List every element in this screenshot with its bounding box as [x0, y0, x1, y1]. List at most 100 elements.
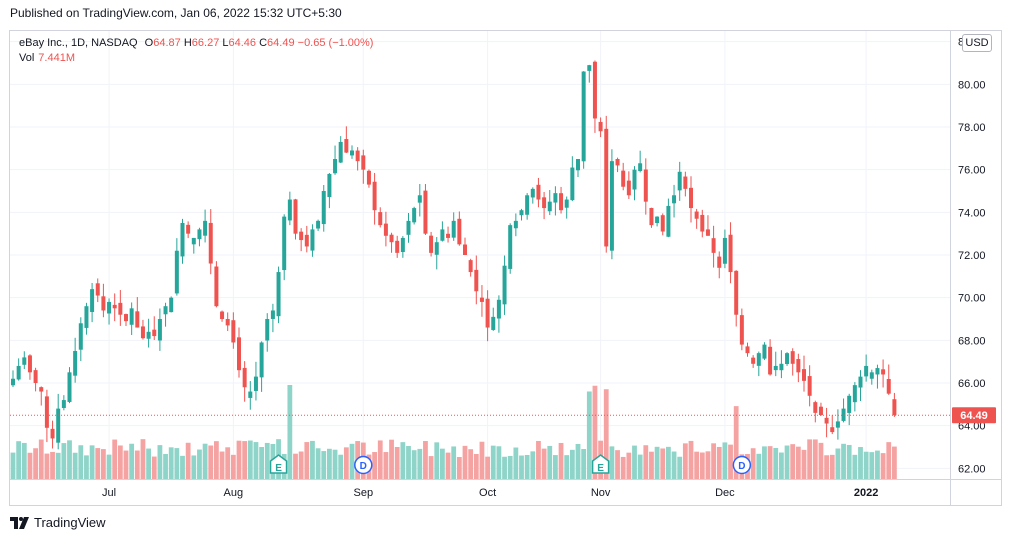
volume-bar: [666, 446, 671, 479]
volume-bar: [202, 443, 208, 479]
candle-body: [649, 207, 654, 226]
volume-bar: [151, 456, 157, 479]
volume-bar: [349, 443, 355, 479]
candle-body: [50, 428, 55, 439]
candle-body: [643, 169, 648, 202]
volume-bar: [61, 443, 67, 479]
candle-body: [547, 201, 552, 212]
volume-bar: [389, 439, 394, 479]
volume-bar: [287, 385, 293, 479]
candle-body: [237, 337, 241, 371]
candle-body: [135, 311, 140, 328]
volume-bar: [812, 439, 818, 479]
currency-button[interactable]: USD: [962, 34, 992, 52]
volume-bar: [784, 445, 790, 479]
candle-body: [496, 299, 501, 319]
legend-volume-row: Vol 7.441M: [19, 51, 373, 66]
candle-body: [434, 242, 439, 255]
volume-bar: [67, 440, 72, 479]
volume-bar: [304, 442, 310, 479]
volume-bar: [660, 448, 666, 479]
x-tick-label: Jul: [102, 487, 116, 499]
candle-body: [186, 224, 191, 234]
volume-bar: [852, 454, 858, 479]
volume-bar: [473, 453, 479, 479]
volume-bar: [134, 450, 140, 479]
y-tick-label: 64.00: [958, 421, 986, 433]
volume-bar: [519, 455, 524, 479]
candle-body: [694, 211, 699, 219]
x-tick-label: Oct: [479, 487, 496, 499]
candle-body: [660, 215, 665, 232]
chart-frame: [9, 30, 1002, 506]
volume-bar: [581, 449, 587, 479]
candle-body: [530, 188, 535, 198]
x-tick-label: Nov: [591, 487, 611, 499]
volume-bar: [649, 451, 654, 479]
volume-bar: [603, 389, 609, 479]
candle-body: [73, 351, 78, 376]
volume-bar: [762, 446, 767, 479]
volume-bar: [767, 446, 773, 479]
volume-bar: [643, 445, 649, 479]
volume-bar: [440, 448, 445, 479]
candle-body: [152, 329, 157, 337]
candle-body: [779, 363, 784, 371]
footer-brand-text: TradingView: [34, 515, 106, 530]
candle-body: [491, 316, 496, 330]
volume-bar: [677, 456, 683, 479]
candle-body: [745, 346, 750, 354]
volume-bar: [417, 448, 423, 479]
volume-bar: [699, 452, 705, 479]
candle-body: [276, 272, 281, 317]
candle-body: [700, 214, 705, 232]
legend-change: −0.65 (−1.00%): [297, 37, 374, 49]
candle-body: [689, 187, 693, 209]
candle-body: [502, 265, 507, 305]
candle-body: [270, 310, 275, 319]
candle-body: [841, 408, 846, 421]
legend-high-label: H: [183, 37, 192, 49]
candle-body: [163, 306, 168, 315]
candle-body: [157, 319, 162, 341]
candle-body: [383, 223, 388, 236]
legend-high-value: 66.27: [191, 37, 220, 49]
volume-bar: [315, 448, 321, 479]
candle-body: [44, 396, 49, 428]
candle-body: [711, 238, 716, 253]
volume-bar: [72, 452, 78, 479]
candlestick-chart[interactable]: E D E D 62.00 64.00 66.00 68.00 70.00 72.00 74.00…: [10, 31, 1001, 505]
candle-body: [118, 302, 123, 315]
volume-bar: [253, 442, 259, 479]
candle-body: [316, 220, 321, 229]
tradingview-logo-icon: [10, 516, 29, 529]
grid-lines: [10, 31, 950, 479]
volume-bar: [592, 385, 598, 479]
candle-body: [479, 297, 484, 302]
volume-bar: [835, 448, 841, 479]
earnings-icon: [591, 454, 610, 474]
volume-bar: [553, 455, 558, 479]
y-tick-label: 70.00: [958, 293, 986, 305]
volume-bar: [293, 453, 298, 479]
legend-symbol: eBay Inc., 1D, NASDAQ: [19, 37, 138, 49]
candle-body: [429, 235, 434, 253]
candle-body: [802, 369, 806, 381]
dividend-label: D: [738, 461, 745, 472]
volume-bar: [863, 451, 869, 479]
volume-bar: [55, 452, 61, 479]
last-price-label: 64.49: [960, 410, 988, 422]
volume-bar: [536, 440, 541, 479]
candle-body: [180, 223, 185, 257]
volume-bar: [609, 446, 615, 479]
candle-body: [446, 233, 451, 238]
candle-body: [169, 297, 174, 313]
candle-body: [417, 195, 422, 203]
volume-bar: [230, 454, 236, 479]
y-tick-label: 66.00: [958, 378, 986, 390]
volume-bar: [790, 444, 796, 479]
candle-body: [67, 372, 72, 402]
volume-bar: [490, 445, 496, 479]
candle-body: [638, 163, 643, 171]
y-tick-label: 72.00: [958, 250, 986, 262]
